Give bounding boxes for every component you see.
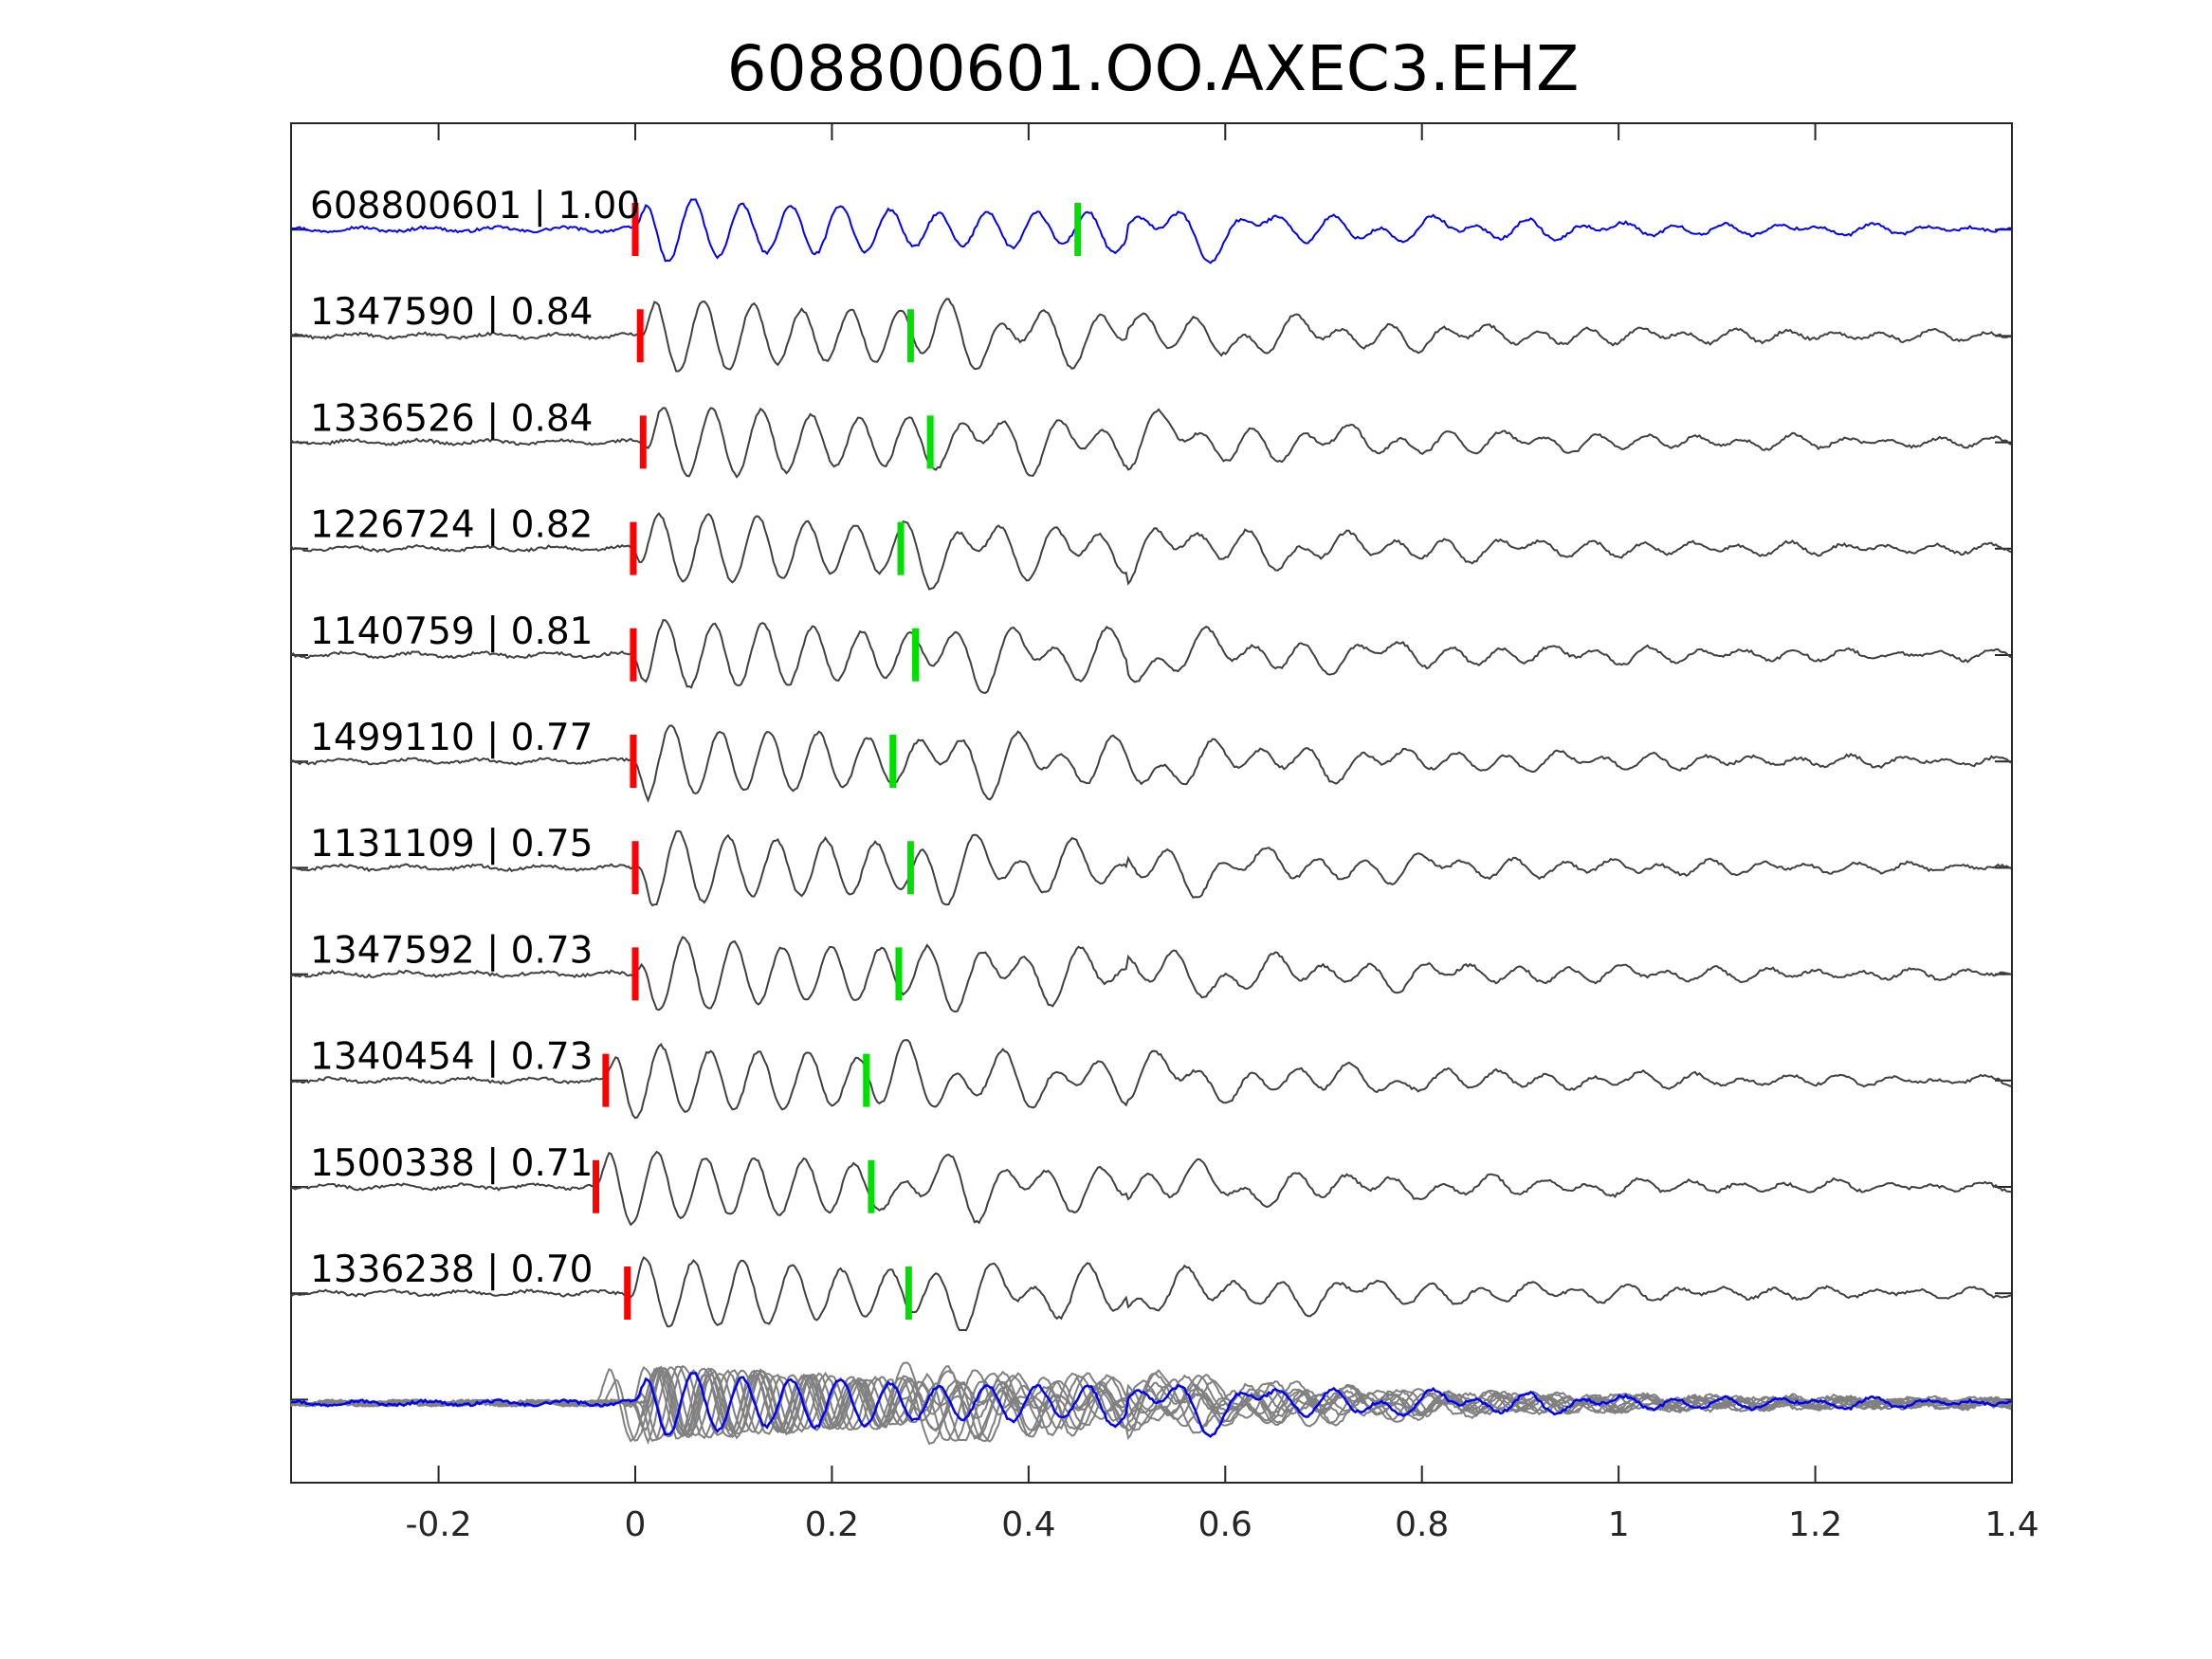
trace-line <box>290 407 2012 479</box>
x-tick-label: 0.2 <box>805 1505 859 1544</box>
trace-label: 1347592 | 0.73 <box>310 929 593 972</box>
x-tick-label: 0.4 <box>1001 1505 1055 1544</box>
x-tick-label: -0.2 <box>405 1505 471 1544</box>
plot-area <box>290 122 2013 1484</box>
stacked-traces <box>290 1361 2012 1446</box>
trace-label: 608800601 | 1.00 <box>310 185 640 228</box>
trace-line <box>290 1255 2012 1332</box>
x-tick-label: 1 <box>1608 1505 1630 1544</box>
trace-label: 1140759 | 0.81 <box>310 611 593 653</box>
trace-line <box>290 724 2012 803</box>
trace-line <box>290 198 2011 264</box>
trace-line <box>290 298 2012 373</box>
trace-label: 1500338 | 0.71 <box>310 1142 593 1185</box>
trace-series <box>290 198 2012 1332</box>
trace-label: 1336526 | 0.84 <box>310 397 593 440</box>
stack-master-line <box>290 1372 2011 1438</box>
x-tick-label: 0.6 <box>1198 1505 1252 1544</box>
trace-line <box>290 1039 2012 1120</box>
trace-label: 1499110 | 0.77 <box>310 717 593 759</box>
trace-line <box>290 1150 2012 1227</box>
trace-labels: 608800601 | 1.00 1347590 | 0.84 1336526 | … <box>310 185 640 1291</box>
trace-label: 1340454 | 0.73 <box>310 1036 593 1079</box>
trace-line <box>290 511 2012 591</box>
x-tick-label: 1.2 <box>1788 1505 1842 1544</box>
phase-picks <box>593 203 1082 1320</box>
trace-label: 1131109 | 0.75 <box>310 823 593 866</box>
chart-title: 608800601.OO.AXEC3.EHZ <box>727 32 1580 105</box>
x-axis-ticks: -0.2 0 0.2 0.4 0.6 0.8 1 1.2 1.4 <box>405 123 2039 1544</box>
x-tick-label: 0 <box>625 1505 647 1544</box>
trace-label: 1226724 | 0.82 <box>310 504 593 547</box>
x-tick-label: 1.4 <box>1984 1505 2038 1544</box>
trace-line <box>290 830 2012 907</box>
x-tick-label: 0.8 <box>1395 1505 1449 1544</box>
trace-label: 1347590 | 0.84 <box>310 291 593 334</box>
trace-line <box>290 936 2012 1013</box>
trace-label: 1336238 | 0.70 <box>310 1249 593 1291</box>
trace-line <box>290 619 2012 694</box>
